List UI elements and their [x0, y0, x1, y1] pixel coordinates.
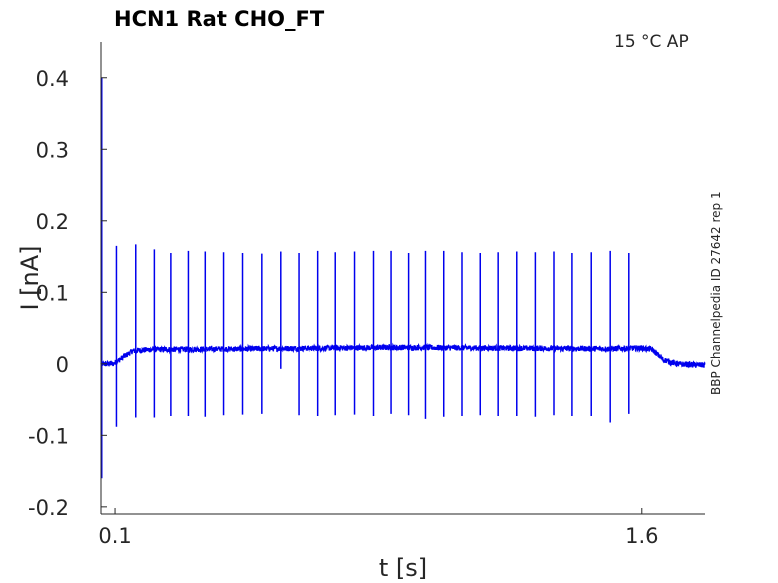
- x-axis-label: t [s]: [379, 554, 427, 582]
- y-axis-label: I [nA]: [16, 245, 44, 310]
- x-tick-label: 1.6: [625, 524, 658, 548]
- y-tick-label: 0.4: [36, 67, 69, 91]
- x-tick-label: 0.1: [98, 524, 131, 548]
- y-tick-label: -0.2: [28, 496, 69, 520]
- channelpedia-id-label: BBP Channelpedia ID 27642 rep 1: [709, 191, 723, 395]
- axes-layer: [100, 42, 705, 515]
- trace-layer: [100, 77, 706, 479]
- y-tick-label: 0.3: [36, 138, 69, 162]
- y-tick-label: 0.2: [36, 210, 69, 234]
- current-trace-baseline: [100, 342, 706, 369]
- temperature-protocol-label: 15 °C AP: [614, 32, 689, 52]
- chart-title: HCN1 Rat CHO_FT: [114, 7, 325, 31]
- y-tick-label: 0: [56, 353, 69, 377]
- y-tick-label: 0.1: [36, 281, 69, 305]
- y-tick-label: -0.1: [28, 424, 69, 448]
- ticks-layer: -0.2 -0.1 0 0.1 0.2 0.3 0.4 0.1 1.6: [28, 67, 658, 548]
